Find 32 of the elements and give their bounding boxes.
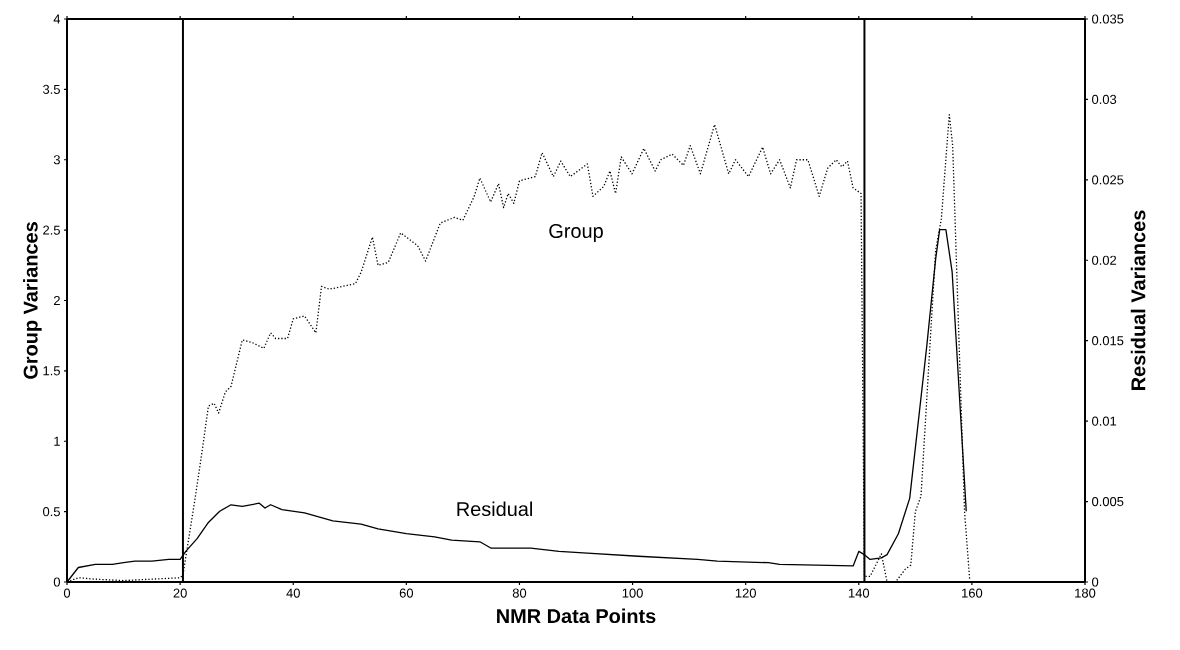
y2-axis-title: Residual Variances xyxy=(1130,210,1146,390)
y-tick-label: 0 xyxy=(53,577,60,587)
series-label: Group xyxy=(549,223,603,242)
y-tick-label: 0.5 xyxy=(43,507,60,517)
y-tick-label: 1.5 xyxy=(43,366,60,376)
x-tick-label: 60 xyxy=(399,588,414,598)
y-tick-label: 4 xyxy=(53,14,61,24)
y-tick-label: 3 xyxy=(53,155,60,165)
x-tick-label: 80 xyxy=(512,588,527,598)
y-tick-label: 2 xyxy=(53,295,60,306)
y2-tick-label: 0.015 xyxy=(1092,336,1124,346)
x-tick-label: 20 xyxy=(173,588,187,598)
y2-tick-label: 0.035 xyxy=(1092,14,1124,24)
y2-tick-label: 0.02 xyxy=(1092,255,1117,265)
x-tick-label: 100 xyxy=(622,588,643,598)
x-tick-label: 40 xyxy=(286,588,300,598)
series-label: Residual xyxy=(457,501,532,517)
y2-tick-label: 0 xyxy=(1092,577,1099,587)
y2-tick-label: 0.025 xyxy=(1092,175,1124,185)
x-tick-label: 160 xyxy=(962,588,983,598)
x-tick-label: 180 xyxy=(1075,588,1096,598)
y2-tick-label: 0.005 xyxy=(1092,496,1124,507)
y2-tick-label: 0.03 xyxy=(1092,94,1117,104)
y-tick-label: 3.5 xyxy=(43,84,60,94)
x-axis-title: NMR Data Points xyxy=(497,608,656,624)
y2-tick-label: 0.01 xyxy=(1092,416,1117,426)
x-tick-label: 0 xyxy=(63,588,71,598)
x-tick-label: 140 xyxy=(848,588,870,598)
y-tick-label: 2.5 xyxy=(43,225,60,235)
y-axis-title: Group Variances xyxy=(23,222,42,379)
y-tick-label: 1 xyxy=(54,436,60,446)
x-tick-label: 120 xyxy=(735,588,756,598)
